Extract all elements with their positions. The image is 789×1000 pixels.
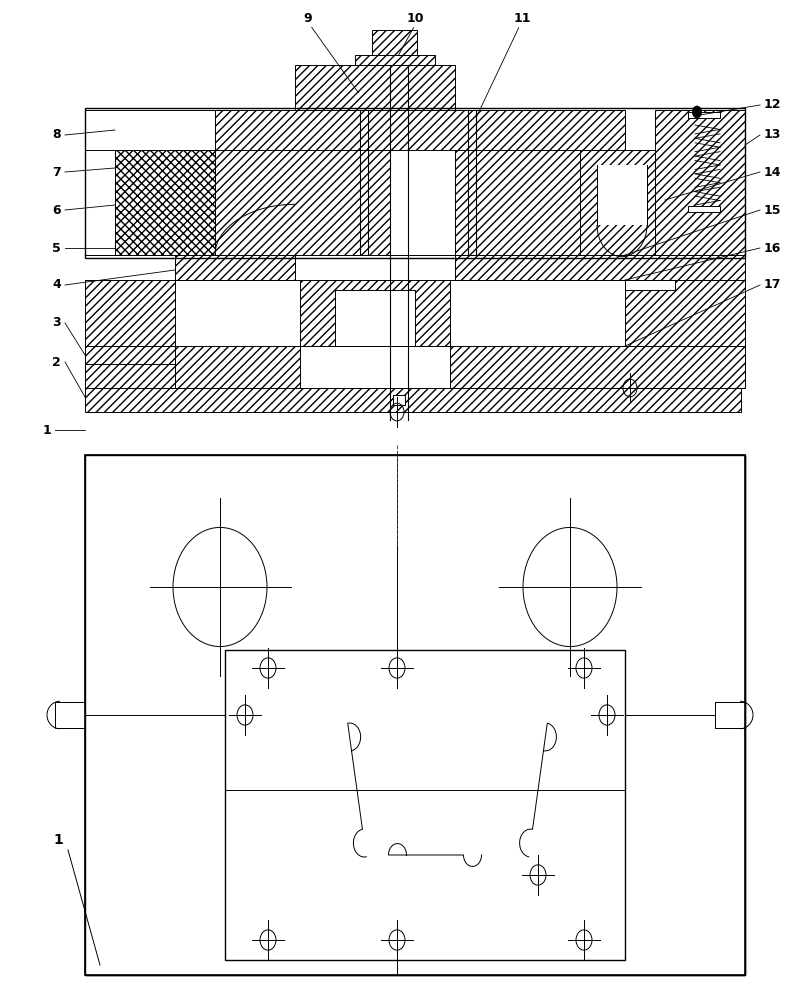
Text: 6: 6 — [52, 204, 61, 217]
Bar — [688, 206, 720, 212]
Bar — [215, 110, 625, 150]
Bar — [295, 65, 455, 110]
Circle shape — [692, 106, 702, 118]
Bar — [55, 702, 85, 728]
Bar — [597, 165, 647, 225]
Bar — [85, 455, 745, 975]
Text: 12: 12 — [764, 99, 781, 111]
Bar — [85, 346, 175, 364]
Text: 8: 8 — [52, 128, 61, 141]
Text: 14: 14 — [764, 165, 781, 178]
Bar — [455, 150, 625, 255]
Text: 2: 2 — [52, 356, 61, 368]
Bar — [85, 108, 745, 258]
Text: 17: 17 — [764, 278, 781, 292]
Bar — [115, 150, 215, 255]
Bar — [372, 30, 417, 65]
Bar — [85, 715, 745, 975]
Text: 1: 1 — [53, 833, 63, 847]
Text: 16: 16 — [764, 241, 781, 254]
Bar — [175, 255, 745, 280]
Text: 15: 15 — [764, 204, 781, 217]
Bar — [335, 290, 415, 346]
Bar — [215, 150, 390, 255]
Text: 13: 13 — [764, 128, 781, 141]
Bar — [85, 455, 745, 714]
Bar — [688, 112, 720, 118]
Bar — [85, 388, 741, 412]
Bar — [175, 346, 745, 388]
Bar — [225, 650, 625, 960]
Bar — [355, 55, 435, 65]
Bar — [655, 110, 745, 255]
Bar — [393, 395, 405, 405]
Text: 10: 10 — [406, 11, 424, 24]
Bar — [715, 702, 745, 728]
Text: 3: 3 — [52, 316, 61, 330]
Bar — [300, 346, 450, 388]
Bar — [85, 110, 215, 150]
Text: 7: 7 — [52, 165, 61, 178]
Bar — [625, 280, 675, 290]
Text: 11: 11 — [514, 11, 531, 24]
Bar — [295, 255, 455, 280]
Text: 4: 4 — [52, 278, 61, 292]
Bar — [625, 280, 745, 346]
Text: 9: 9 — [304, 11, 312, 24]
Text: 1: 1 — [43, 424, 51, 436]
Text: 5: 5 — [52, 241, 61, 254]
Bar — [115, 150, 215, 255]
Bar — [85, 455, 745, 975]
Bar — [85, 280, 175, 346]
Bar — [85, 364, 175, 388]
Bar — [300, 280, 450, 346]
Bar — [580, 150, 665, 255]
